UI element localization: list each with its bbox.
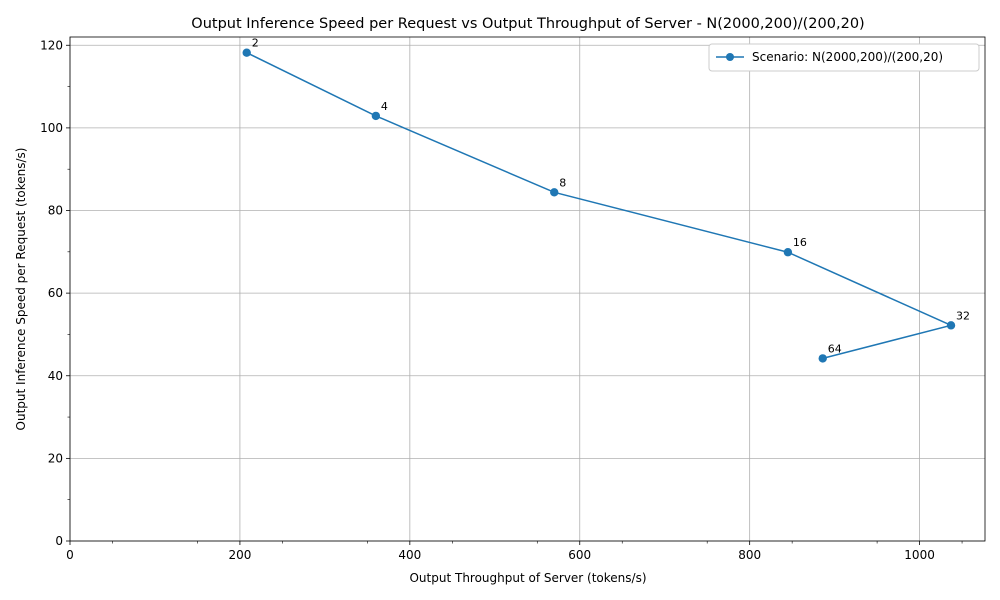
data-point <box>242 48 251 57</box>
series-markers <box>242 48 956 363</box>
y-axis-ticks: 0 20 40 60 80 100 120 <box>40 38 70 548</box>
x-tick-label: 0 <box>66 548 74 562</box>
data-point-label: 64 <box>828 342 842 355</box>
y-tick-label: 80 <box>48 204 63 218</box>
y-tick-label: 0 <box>55 534 63 548</box>
data-point-label: 8 <box>559 176 566 189</box>
x-tick-label: 600 <box>568 548 591 562</box>
data-point <box>818 354 827 363</box>
x-tick-label: 1000 <box>904 548 935 562</box>
x-axis-label: Output Throughput of Server (tokens/s) <box>409 571 646 585</box>
chart-title: Output Inference Speed per Request vs Ou… <box>191 16 864 32</box>
point-labels: 2 4 8 16 32 64 <box>252 37 970 356</box>
y-axis-label: Output Inference Speed per Request (toke… <box>14 148 28 431</box>
legend-entry-label: Scenario: N(2000,200)/(200,20) <box>752 50 943 64</box>
legend: Scenario: N(2000,200)/(200,20) <box>708 43 980 72</box>
data-point-label: 16 <box>793 236 807 249</box>
y-tick-label: 40 <box>48 369 63 383</box>
x-tick-label: 200 <box>228 548 251 562</box>
data-point <box>371 111 381 121</box>
data-point <box>783 248 793 257</box>
data-point-label: 32 <box>956 309 970 322</box>
x-tick-label: 400 <box>398 548 421 562</box>
minor-ticks <box>67 86 963 544</box>
y-tick-label: 120 <box>40 38 63 52</box>
data-point-label: 2 <box>252 37 259 50</box>
series-line <box>246 52 954 360</box>
data-point <box>550 188 559 197</box>
legend-marker-swatch <box>726 53 734 61</box>
data-point-label: 4 <box>381 100 388 113</box>
y-tick-label: 20 <box>48 451 63 465</box>
x-axis-ticks: 0 200 400 600 800 1000 <box>66 541 935 562</box>
y-tick-label: 100 <box>40 121 63 135</box>
y-tick-label: 60 <box>48 286 63 300</box>
data-point <box>946 321 956 330</box>
x-tick-label: 800 <box>738 548 761 562</box>
legend-box <box>708 43 980 72</box>
plot-frame <box>69 36 986 542</box>
